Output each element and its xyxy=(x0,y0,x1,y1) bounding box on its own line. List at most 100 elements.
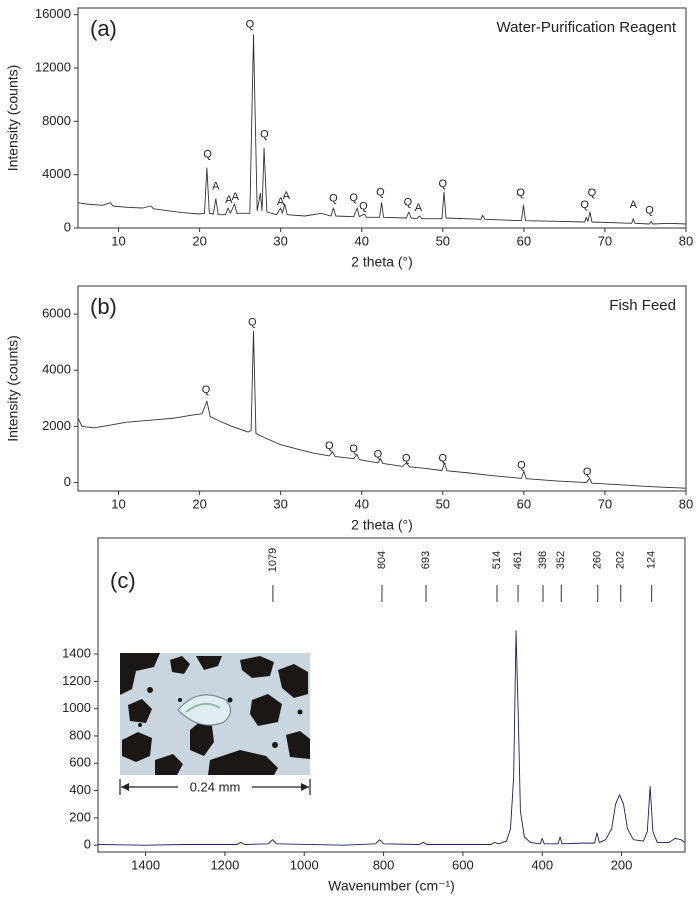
peak-label: A xyxy=(277,196,285,208)
y-tick-label: 1000 xyxy=(62,700,91,715)
peak-label: A xyxy=(225,194,233,206)
y-tick-label: 0 xyxy=(64,474,71,489)
x-tick-label: 20 xyxy=(192,233,206,248)
peak-label: Q xyxy=(583,466,592,478)
inset-photo: 0.24 mm xyxy=(119,653,311,795)
peak-label: Q xyxy=(516,187,525,199)
peak-label: Q xyxy=(580,199,589,211)
reference-label: 461 xyxy=(512,551,524,569)
peak-label: Q xyxy=(359,201,368,213)
x-tick-label: 1000 xyxy=(290,857,319,872)
x-tick-label: 60 xyxy=(517,496,531,511)
x-tick-label: 50 xyxy=(436,496,450,511)
peak-label: Q xyxy=(248,316,257,328)
x-tick-label: 60 xyxy=(517,233,531,248)
peak-label: Q xyxy=(329,193,338,205)
x-tick-label: 40 xyxy=(354,233,368,248)
y-tick-label: 200 xyxy=(69,809,91,824)
y-tick-label: 800 xyxy=(69,727,91,742)
y-tick-label: 400 xyxy=(69,782,91,797)
reference-label: 1079 xyxy=(267,548,279,572)
peak-label: A xyxy=(212,181,220,193)
x-tick-label: 10 xyxy=(111,496,125,511)
y-tick-label: 4000 xyxy=(42,362,71,377)
plot-frame xyxy=(77,7,687,229)
y-tick-label: 0 xyxy=(84,837,91,852)
data-line xyxy=(97,630,686,846)
scale-label: 0.24 mm xyxy=(190,779,241,794)
peak-label: Q xyxy=(645,205,654,217)
reference-label: 352 xyxy=(555,551,567,569)
chart-title: Fish Feed xyxy=(609,297,676,314)
peak-label: A xyxy=(232,191,240,203)
peak-label: Q xyxy=(246,19,255,31)
plot-frame xyxy=(77,285,687,492)
peak-label: Q xyxy=(517,460,526,472)
x-tick-label: 50 xyxy=(436,233,450,248)
plot-frame xyxy=(97,537,686,853)
peak-label: A xyxy=(630,199,638,211)
inset-crystal-sheen xyxy=(185,702,221,713)
x-tick-label: 1200 xyxy=(210,857,239,872)
x-tick-label: 200 xyxy=(611,857,633,872)
peak-label: Q xyxy=(325,440,334,452)
x-axis-label: 2 theta (°) xyxy=(351,517,413,533)
y-tick-label: 16000 xyxy=(35,6,71,21)
chart-title: Water-Purification Reagent xyxy=(496,19,676,36)
y-tick-label: 8000 xyxy=(42,113,71,128)
peak-label: Q xyxy=(404,197,413,209)
peak-label: Q xyxy=(439,178,448,190)
x-tick-label: 30 xyxy=(273,233,287,248)
peak-label: Q xyxy=(203,149,212,161)
y-tick-label: 1200 xyxy=(62,673,91,688)
reference-label: 693 xyxy=(420,551,432,569)
peak-label: A xyxy=(415,202,423,214)
y-tick-label: 4000 xyxy=(42,166,71,181)
x-tick-label: 80 xyxy=(679,496,693,511)
x-tick-label: 80 xyxy=(679,233,693,248)
x-tick-label: 20 xyxy=(192,496,206,511)
x-tick-label: 70 xyxy=(598,496,612,511)
peak-label: Q xyxy=(202,384,211,396)
inset-crystal xyxy=(177,694,231,726)
y-tick-label: 12000 xyxy=(35,59,71,74)
reference-label: 804 xyxy=(376,551,388,569)
peak-label: Q xyxy=(374,448,383,460)
x-tick-label: 400 xyxy=(531,857,553,872)
peak-label: A xyxy=(283,190,291,202)
panel-label: (b) xyxy=(90,294,117,319)
x-tick-label: 70 xyxy=(598,233,612,248)
peak-label: Q xyxy=(402,453,411,465)
y-tick-label: 2000 xyxy=(42,418,71,433)
y-tick-label: 0 xyxy=(64,219,71,234)
y-tick-label: 6000 xyxy=(42,306,71,321)
y-axis-label: Intensity (counts) xyxy=(5,335,21,442)
x-tick-label: 600 xyxy=(452,857,474,872)
peak-label: Q xyxy=(588,187,597,199)
peak-label: Q xyxy=(439,453,448,465)
y-tick-label: 1400 xyxy=(62,645,91,660)
x-tick-label: 1400 xyxy=(131,857,160,872)
panel-label: (a) xyxy=(90,16,117,41)
inset-particles xyxy=(120,653,310,775)
panel-label: (c) xyxy=(110,568,136,593)
reference-label: 260 xyxy=(592,551,604,569)
y-axis-label: Intensity (counts) xyxy=(5,65,21,172)
reference-label: 514 xyxy=(491,551,503,569)
x-tick-label: 40 xyxy=(354,496,368,511)
reference-label: 398 xyxy=(537,551,549,569)
peak-label: Q xyxy=(260,129,269,141)
peak-label: Q xyxy=(349,192,358,204)
reference-label: 202 xyxy=(615,551,627,569)
x-axis-label: Wavenumber (cm⁻¹) xyxy=(328,878,455,894)
x-tick-label: 30 xyxy=(273,496,287,511)
data-line xyxy=(77,34,687,225)
x-tick-label: 10 xyxy=(111,233,125,248)
x-tick-label: 800 xyxy=(373,857,395,872)
peak-label: Q xyxy=(376,187,385,199)
y-tick-label: 600 xyxy=(69,755,91,770)
peak-label: Q xyxy=(349,443,358,455)
data-line xyxy=(77,330,687,489)
